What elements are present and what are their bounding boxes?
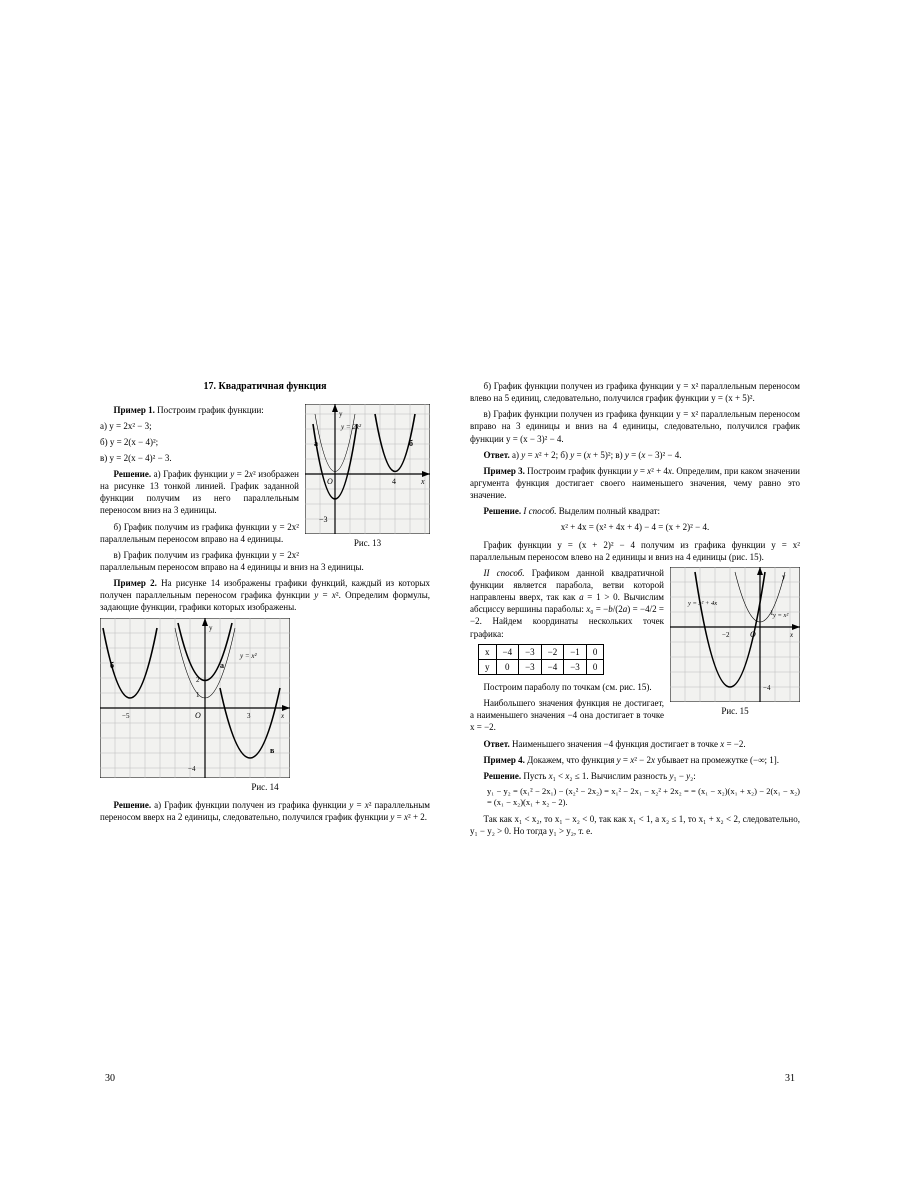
ex4-sol2: Так как x₁ < x₂, то x₁ − x₂ < 0, так как… bbox=[470, 813, 800, 837]
fig14-b: б bbox=[110, 661, 114, 670]
fig15-main-label: y = x² + 4x bbox=[687, 600, 717, 607]
fig14-v: в bbox=[270, 746, 275, 755]
figure-13-caption: Рис. 13 bbox=[305, 537, 430, 549]
fig14-1: 1 bbox=[196, 691, 200, 699]
fig15-O: O bbox=[750, 630, 756, 639]
fig13-O: O bbox=[327, 477, 333, 486]
fig14-y: y bbox=[209, 624, 213, 632]
fig14-m5: −5 bbox=[122, 712, 130, 720]
two-column-spread: 17. Квадратичная функция bbox=[100, 380, 800, 841]
figure-15-svg: y y = x² + 4x y = x² O x −2 1 −4 bbox=[670, 567, 800, 702]
fig14-O: O bbox=[195, 711, 201, 720]
fig13-m3: −3 bbox=[319, 515, 328, 524]
ex3-intro: Пример 3. Построим график функции y = x²… bbox=[470, 465, 800, 501]
td: −4 bbox=[496, 644, 519, 659]
figure-14-caption: Рис. 14 bbox=[100, 781, 430, 793]
fig13-a-label: а bbox=[314, 439, 318, 448]
figure-15-caption: Рис. 15 bbox=[670, 705, 800, 717]
figure-13-svg: y y = 2x² а б O 4 x −3 bbox=[305, 404, 430, 534]
fig13-b-label: б bbox=[409, 439, 413, 448]
fig13-y-label: y bbox=[339, 410, 343, 418]
fig14-3: 3 bbox=[247, 712, 251, 720]
figure-14-svg: y y = x² а б в O −5 3 x 2 1 −4 bbox=[100, 618, 290, 778]
ex2-answer: Ответ. а) y = x² + 2; б) y = (x + 5)²; в… bbox=[470, 449, 800, 461]
figure-13: y y = 2x² а б O 4 x −3 Рис. 13 bbox=[305, 404, 430, 555]
ex4-eq: y₁ − y₂ = (x₁² − 2x₁) − (x₂² − 2x₂) = x₁… bbox=[487, 786, 800, 809]
page-number-left: 30 bbox=[105, 1072, 115, 1086]
td: 0 bbox=[496, 659, 519, 674]
table-row: x −4 −3 −2 −1 0 bbox=[479, 644, 604, 659]
td: −1 bbox=[564, 644, 587, 659]
ex2-sol-c: в) График функции получен из графика фун… bbox=[470, 408, 800, 444]
fig14-2: 2 bbox=[196, 676, 200, 684]
ex3-ans: Ответ. Наименьшего значения −4 функция д… bbox=[470, 738, 800, 750]
fig13-4: 4 bbox=[392, 477, 396, 486]
points-table: x −4 −3 −2 −1 0 y 0 −3 −4 −3 0 bbox=[478, 644, 604, 675]
fig14-m4: −4 bbox=[188, 765, 196, 773]
left-column: 17. Квадратичная функция bbox=[100, 380, 430, 841]
fig15-m2: −2 bbox=[722, 631, 730, 639]
td: −2 bbox=[541, 644, 564, 659]
fig15-y: y bbox=[782, 573, 786, 581]
figure-15: y y = x² + 4x y = x² O x −2 1 −4 Рис. 15 bbox=[670, 567, 800, 723]
fig15-yx2: y = x² bbox=[772, 612, 789, 619]
ex2-sol-a: Решение. а) График функции получен из гр… bbox=[100, 799, 430, 823]
ex2-sol-b: б) График функции получен из графика фун… bbox=[470, 380, 800, 404]
ex3-sol2: График функции y = (x + 2)² − 4 получим … bbox=[470, 539, 800, 563]
ex4-intro: Пример 4. Докажем, что функция y = x² − … bbox=[470, 754, 800, 766]
fig13-eq-label: y = 2x² bbox=[340, 423, 362, 431]
th-x: x bbox=[479, 644, 497, 659]
td: −3 bbox=[519, 659, 542, 674]
td: 0 bbox=[586, 659, 604, 674]
ex4-sol1: Решение. Пусть x₁ < x₂ ≤ 1. Вычислим раз… bbox=[470, 770, 800, 782]
td: 0 bbox=[586, 644, 604, 659]
page: 17. Квадратичная функция bbox=[0, 0, 900, 1200]
section-heading: 17. Квадратичная функция bbox=[100, 380, 430, 394]
td: −4 bbox=[541, 659, 564, 674]
fig15-1: 1 bbox=[770, 609, 774, 617]
fig14-a: а bbox=[220, 661, 224, 670]
ex2: Пример 2. На рисунке 14 изображены графи… bbox=[100, 577, 430, 613]
th-y: y bbox=[479, 659, 497, 674]
ex3-eq1: x² + 4x = (x² + 4x + 4) − 4 = (x + 2)² −… bbox=[470, 521, 800, 533]
figure-14: y y = x² а б в O −5 3 x 2 1 −4 Рис. 14 bbox=[100, 618, 430, 793]
td: −3 bbox=[519, 644, 542, 659]
table-row: y 0 −3 −4 −3 0 bbox=[479, 659, 604, 674]
fig15-m4: −4 bbox=[763, 684, 771, 692]
fig13-x: x bbox=[420, 477, 425, 486]
fig14-yx2: y = x² bbox=[239, 652, 257, 660]
ex3-sol1: Решение. I способ. Выделим полный квадра… bbox=[470, 505, 800, 517]
td: −3 bbox=[564, 659, 587, 674]
right-column: б) График функции получен из графика фун… bbox=[470, 380, 800, 841]
page-number-right: 31 bbox=[785, 1072, 795, 1086]
